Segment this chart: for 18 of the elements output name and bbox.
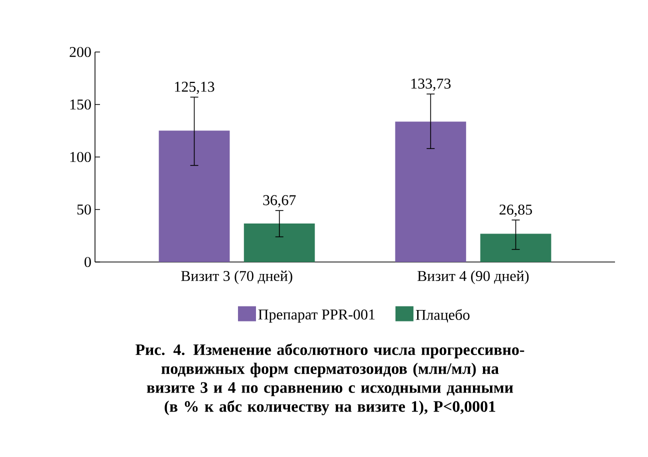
- data-label: 26,85: [500, 204, 532, 217]
- y-tick-label: 0: [84, 256, 91, 268]
- y-tick-label: 150: [70, 99, 91, 110]
- x-tick-label: Визит 4 (90 дней): [418, 270, 529, 284]
- text: Рис. 4. Изменение абсолютного числа прогрессивно-подвижных форм сперматозоидов (млн/мл) на визите 3 и 4 по сравнению с исходными данными (в % к абс количеству на визите 1), P<0,0001: [136, 344, 524, 416]
- y-tick-label: 200: [70, 46, 91, 58]
- data-label: 133,73: [411, 78, 451, 91]
- data-label: 125,13: [175, 82, 214, 94]
- bar: [395, 122, 466, 262]
- bar: [480, 234, 552, 262]
- bar: [158, 130, 230, 262]
- y-tick-label: 100: [70, 152, 91, 162]
- y-tick-label: 50: [77, 204, 91, 215]
- legend-label: Плацебо: [416, 309, 470, 323]
- bar: [244, 223, 315, 262]
- data-label: 36,67: [263, 195, 296, 208]
- legend-label: Препарат PPR-001: [258, 309, 375, 323]
- x-tick-label: Визит 3 (70 дней): [181, 270, 292, 284]
